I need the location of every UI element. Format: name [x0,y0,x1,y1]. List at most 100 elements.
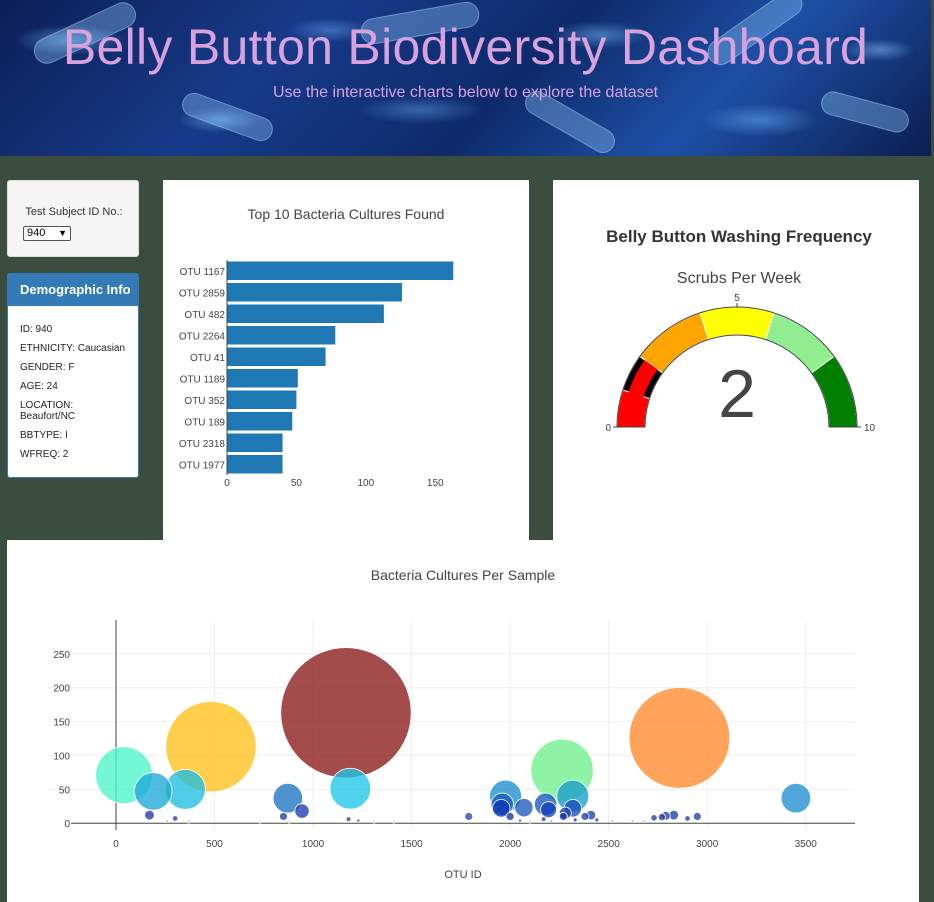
demographic-row: LOCATION: Beaufort/NC [20,400,76,422]
bubble-point[interactable] [356,818,361,823]
bubble-y-tick-label: 100 [53,751,70,762]
bar[interactable] [227,283,402,302]
bubble-x-tick-label: 2000 [499,839,522,850]
page-title: Belly Button Biodiversity Dashboard [62,19,869,75]
bubble-point[interactable] [372,820,376,824]
chevron-down-icon: ▼ [58,228,67,238]
bubble-point[interactable] [505,812,515,821]
bubble-point[interactable] [780,782,812,814]
bar-chart-panel: Top 10 Bacteria Cultures Found OTU 1167 OT… [163,180,529,542]
gauge-tick-label: 10 [864,423,876,434]
bubble-x-tick-label: 0 [113,839,119,850]
bubble-x-axis-label: OTU ID [444,869,481,881]
subject-selector-label: Test Subject ID No.: [25,206,123,218]
bubble-point[interactable] [134,772,173,811]
bubble-point[interactable] [528,820,532,824]
bar-category-label: OTU 1167 [180,267,226,278]
bubble-x-tick-label: 1500 [400,839,423,850]
bubble-point[interactable] [345,816,352,822]
bubble-point[interactable] [540,816,547,822]
bubble-point[interactable] [171,815,179,822]
bubble-chart: Bacteria Cultures Per Sample 0 50 100 150 200… [47,567,855,881]
bubble-x-tick-label: 3000 [696,839,719,850]
bubble-point[interactable] [287,820,291,824]
bubble-point[interactable] [280,647,412,779]
gauge-step [639,312,710,374]
bubble-point[interactable] [572,817,578,823]
bubble-point[interactable] [392,820,396,824]
bubble-y-tick-label: 0 [64,819,70,830]
bar[interactable] [227,455,283,474]
bubble-point[interactable] [540,801,557,819]
bubble-point[interactable] [187,820,191,824]
bubble-y-tick-label: 150 [53,718,70,729]
bubble-point[interactable] [610,819,615,823]
bubble-point[interactable] [558,812,568,821]
bar-x-tick-label: 0 [224,478,230,489]
bubble-point[interactable] [144,809,155,821]
gauge-subtitle: Scrubs Per Week [677,270,802,287]
bar-x-tick-label: 150 [427,478,444,489]
bar[interactable] [227,347,326,367]
demographic-info-title: Demographic Info [8,274,138,306]
bar[interactable] [227,369,298,388]
subject-id-value: 940 [27,227,46,239]
bubble-point[interactable] [630,819,634,823]
gauge-value: 2 [718,356,756,432]
bar-category-label: OTU 2264 [179,331,226,342]
gauge-title: Belly Button Washing Frequency [606,227,872,246]
demographic-info-list: ID: 940 ETHNICITY: Caucasian GENDER: F A… [8,306,138,460]
bubble-point[interactable] [594,817,600,823]
bubble-point[interactable] [657,813,666,822]
bar[interactable] [227,390,297,410]
header-banner: Belly Button Biodiversity Dashboard Use … [0,0,931,158]
bubble-point[interactable] [684,815,691,822]
bar[interactable] [227,304,384,324]
subject-selector-card: Test Subject ID No.: 940 ▼ [7,180,139,257]
bubble-point[interactable] [329,767,372,810]
bubble-point[interactable] [272,782,304,814]
demographic-row: WFREQ: 2 [20,449,69,460]
bar-category-label: OTU 482 [184,310,225,321]
demographic-row: BBTYPE: I [20,430,68,441]
bubble-point[interactable] [258,820,262,824]
bubble-point[interactable] [517,818,522,823]
bubble-chart-title: Bacteria Cultures Per Sample [371,567,556,583]
demographic-row: GENDER: F [20,362,75,373]
bar[interactable] [227,412,293,431]
bubble-point[interactable] [165,819,169,823]
bar[interactable] [227,326,336,345]
bar-category-label: OTU 2318 [179,439,226,450]
bubble-point[interactable] [692,812,702,821]
bubble-point[interactable] [642,819,646,823]
bar-category-label: OTU 1189 [180,374,226,385]
bar-x-tick-label: 50 [291,478,303,489]
bubble-point[interactable] [492,799,511,818]
gauge-value-bar [623,359,658,427]
bubble-x-tick-label: 3500 [795,839,818,850]
subject-id-select[interactable]: 940 ▼ [23,226,71,241]
bar[interactable] [227,433,283,453]
gauge-outline [616,306,858,428]
demographic-info-card: Demographic Info ID: 940 ETHNICITY: Cauc… [7,273,139,478]
demographic-row: ETHNICITY: Caucasian [20,343,126,354]
bubble-point[interactable] [628,687,731,789]
bubble-point[interactable] [549,819,554,823]
gauge-tick-label: 0 [605,423,611,434]
bubble-point[interactable] [294,803,310,819]
bubble-y-tick-label: 200 [53,684,70,695]
bar[interactable] [227,261,454,281]
bubble-point[interactable] [279,812,288,821]
bar-chart-title: Top 10 Bacteria Cultures Found [248,206,445,222]
bar-category-label: OTU 2859 [179,288,226,299]
bar-category-label: OTU 1977 [179,460,226,471]
bubble-y-tick-label: 50 [59,785,71,796]
bubble-point[interactable] [650,814,658,822]
bar-category-label: OTU 41 [190,353,225,364]
bar-category-label: OTU 189 [184,417,225,428]
bubble-point[interactable] [580,812,590,821]
bar-chart: Top 10 Bacteria Cultures Found OTU 1167 OT… [179,206,454,489]
bubble-point[interactable] [464,812,474,821]
demographic-row: AGE: 24 [20,381,58,392]
bubble-point[interactable] [514,798,534,818]
